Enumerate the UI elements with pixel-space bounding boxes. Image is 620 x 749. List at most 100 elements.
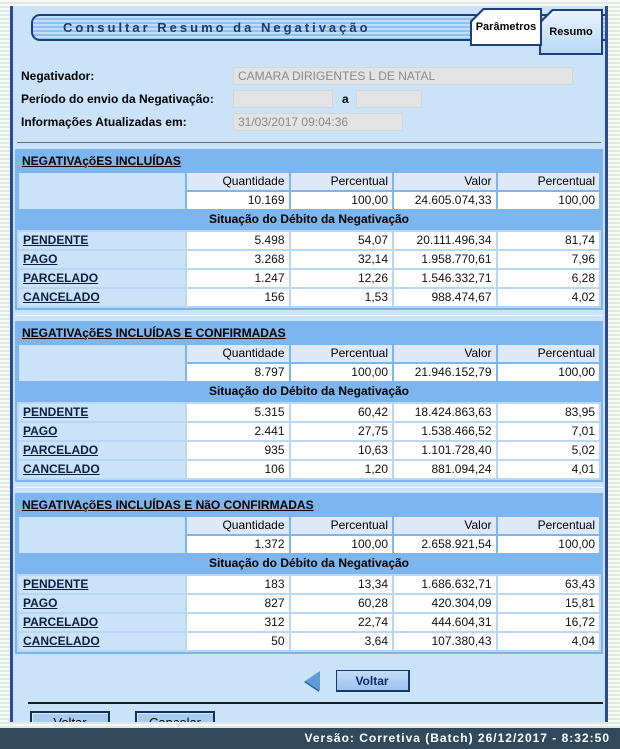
empty-cell <box>19 173 185 209</box>
value-cell: 22,74 <box>290 614 392 631</box>
section-separator <box>15 315 603 316</box>
status-link[interactable]: CANCELADO <box>23 634 100 648</box>
section-title-link[interactable]: NEGATIVAçõES INCLUÍDAS <box>22 154 181 168</box>
total-cell: 8.797 <box>187 364 289 381</box>
column-header-percentual: Percentual <box>290 345 392 362</box>
total-cell: 100,00 <box>290 192 392 209</box>
value-cell: 1,53 <box>290 289 392 306</box>
table-row: PENDENTE 5.498 54,07 20.111.496,34 81,74 <box>19 232 599 249</box>
value-cell: 15,81 <box>497 595 599 612</box>
value-cell: 5,02 <box>497 442 599 459</box>
column-header-row: Quantidade Percentual Valor Percentual <box>19 517 599 553</box>
negativador-field[interactable] <box>233 66 573 85</box>
value-cell: 83,95 <box>497 404 599 421</box>
periodo-to-field[interactable] <box>355 89 422 108</box>
value-cell: 1.546.332,71 <box>394 270 496 287</box>
tab-resumo[interactable]: Resumo <box>539 9 603 55</box>
tab-parametros[interactable]: Parâmetros <box>470 8 542 46</box>
value-cell: 54,07 <box>290 232 392 249</box>
status-link[interactable]: PAGO <box>23 596 58 610</box>
table-row: CANCELADO 50 3,64 107.380,43 4,04 <box>19 633 599 650</box>
status-link[interactable]: PENDENTE <box>23 405 89 419</box>
total-cell: 1.372 <box>187 536 289 553</box>
negativador-label: Negativador: <box>21 68 95 83</box>
column-header-valor: Valor <box>394 173 496 190</box>
column-header-percentual: Percentual <box>290 517 392 534</box>
status-cell: PAGO <box>19 595 185 612</box>
column-header-quantidade: Quantidade <box>187 173 289 190</box>
tab-bar: Parâmetros Resumo <box>470 8 603 55</box>
situation-header: Situação do Débito da Negativação <box>208 212 410 226</box>
value-cell: 312 <box>187 614 289 631</box>
back-button[interactable]: Voltar <box>30 711 110 722</box>
value-cell: 18.424.863,63 <box>394 404 496 421</box>
status-cell: CANCELADO <box>19 461 185 478</box>
section-incluidas-confirmadas: NEGATIVAçõES INCLUÍDAS E CONFIRMADAS Qua… <box>15 321 603 482</box>
value-cell: 50 <box>187 633 289 650</box>
status-link[interactable]: PARCELADO <box>23 615 99 629</box>
totals-table: Quantidade Percentual Valor Percentual 8… <box>17 343 601 402</box>
value-cell: 107.380,43 <box>394 633 496 650</box>
status-table: PENDENTE 5.498 54,07 20.111.496,34 81,74… <box>17 230 601 308</box>
status-cell: CANCELADO <box>19 633 185 650</box>
value-cell: 1.101.728,40 <box>394 442 496 459</box>
tab-resumo-label: Resumo <box>541 11 601 53</box>
section-title-link[interactable]: NEGATIVAçõES INCLUÍDAS E NãO CONFIRMADAS <box>22 498 314 512</box>
status-link[interactable]: CANCELADO <box>23 462 100 476</box>
tab-parametros-label: Parâmetros <box>472 10 540 44</box>
status-link[interactable]: CANCELADO <box>23 290 100 304</box>
column-header-percentual-valor: Percentual <box>497 173 599 190</box>
status-link[interactable]: PAGO <box>23 252 58 266</box>
status-cell: PENDENTE <box>19 232 185 249</box>
value-cell: 4,02 <box>497 289 599 306</box>
value-cell: 1,20 <box>290 461 392 478</box>
column-header-percentual: Percentual <box>290 173 392 190</box>
total-cell: 10.169 <box>187 192 289 209</box>
bottom-buttons: Voltar Cancelar <box>30 711 605 722</box>
atualizado-field[interactable] <box>233 112 403 131</box>
periodo-from-field[interactable] <box>233 89 333 108</box>
inline-back-button[interactable]: Voltar <box>335 670 410 692</box>
empty-cell <box>19 345 185 381</box>
table-row: PARCELADO 1.247 12,26 1.546.332,71 6,28 <box>19 270 599 287</box>
section-incluidas: NEGATIVAçõES INCLUÍDAS Quantidade Percen… <box>15 149 603 310</box>
header: Consultar Resumo da Negativação Parâmetr… <box>13 6 605 56</box>
actions-separator <box>28 702 603 704</box>
status-table: PENDENTE 5.315 60,42 18.424.863,63 83,95… <box>17 402 601 480</box>
value-cell: 5.315 <box>187 404 289 421</box>
value-cell: 1.247 <box>187 270 289 287</box>
back-arrow-icon[interactable] <box>304 671 320 691</box>
value-cell: 20.111.496,34 <box>394 232 496 249</box>
total-cell: 100,00 <box>497 192 599 209</box>
periodo-label: Período do envio da Negativação: <box>21 91 214 106</box>
status-link[interactable]: PAGO <box>23 424 58 438</box>
status-cell: PENDENTE <box>19 576 185 593</box>
value-cell: 2.441 <box>187 423 289 440</box>
status-link[interactable]: PARCELADO <box>23 443 99 457</box>
value-cell: 60,42 <box>290 404 392 421</box>
table-row: CANCELADO 106 1,20 881.094,24 4,01 <box>19 461 599 478</box>
status-cell: PARCELADO <box>19 270 185 287</box>
atualizado-label: Informações Atualizadas em: <box>21 114 187 129</box>
column-header-row: Quantidade Percentual Valor Percentual <box>19 173 599 209</box>
value-cell: 827 <box>187 595 289 612</box>
totals-row: 1.372 100,00 2.658.921,54 100,00 <box>19 536 599 553</box>
value-cell: 1.686.632,71 <box>394 576 496 593</box>
value-cell: 3.268 <box>187 251 289 268</box>
filter-summary-form: Negativador: Período do envio da Negativ… <box>21 64 599 133</box>
status-link[interactable]: PARCELADO <box>23 271 99 285</box>
status-link[interactable]: PENDENTE <box>23 577 89 591</box>
cancel-button[interactable]: Cancelar <box>135 711 215 722</box>
section-title-link[interactable]: NEGATIVAçõES INCLUÍDAS E CONFIRMADAS <box>22 326 286 340</box>
table-row: PAGO 827 60,28 420.304,09 15,81 <box>19 595 599 612</box>
footer-version-bar: Versão: Corretiva (Batch) 26/12/2017 - 8… <box>0 728 620 749</box>
value-cell: 27,75 <box>290 423 392 440</box>
status-link[interactable]: PENDENTE <box>23 233 89 247</box>
value-cell: 63,43 <box>497 576 599 593</box>
value-cell: 444.604,31 <box>394 614 496 631</box>
value-cell: 7,96 <box>497 251 599 268</box>
total-cell: 2.658.921,54 <box>394 536 496 553</box>
column-header-valor: Valor <box>394 345 496 362</box>
section-separator <box>15 487 603 488</box>
total-cell: 100,00 <box>497 364 599 381</box>
